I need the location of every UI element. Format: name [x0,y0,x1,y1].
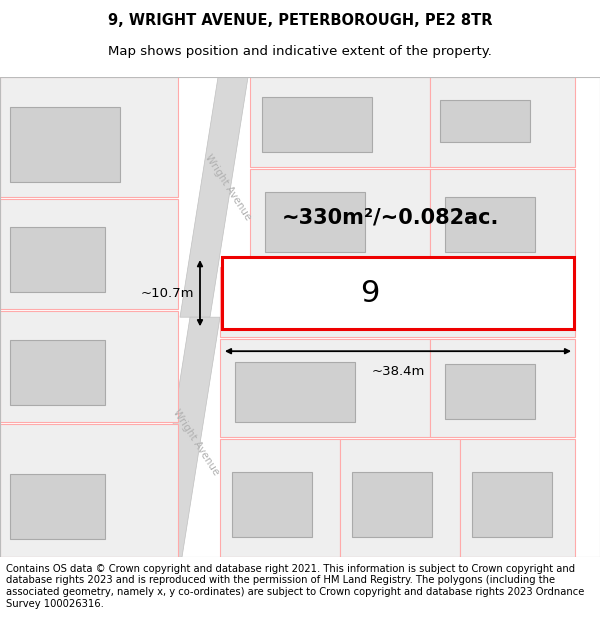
Text: Wright Avenue: Wright Avenue [203,152,253,222]
Bar [440,100,530,142]
Bar [222,258,574,329]
Polygon shape [152,317,220,558]
Polygon shape [0,424,178,558]
Bar [235,362,355,423]
Polygon shape [340,439,460,558]
Text: 9, WRIGHT AVENUE, PETERBOROUGH, PE2 8TR: 9, WRIGHT AVENUE, PETERBOROUGH, PE2 8TR [108,12,492,28]
Text: ~38.4m: ~38.4m [371,365,425,378]
Bar [472,472,552,537]
Polygon shape [0,199,178,309]
Bar [10,474,105,539]
Polygon shape [430,339,575,437]
Polygon shape [430,169,575,268]
Polygon shape [220,339,430,437]
Bar [265,192,365,252]
Text: Contains OS data © Crown copyright and database right 2021. This information is : Contains OS data © Crown copyright and d… [6,564,584,609]
Text: ~330m²/~0.082ac.: ~330m²/~0.082ac. [281,208,499,227]
Polygon shape [0,77,178,198]
Polygon shape [220,439,340,558]
Text: Map shows position and indicative extent of the property.: Map shows position and indicative extent… [108,45,492,58]
Text: ~10.7m: ~10.7m [140,287,194,299]
Bar [10,227,105,292]
Text: Wright Avenue: Wright Avenue [171,408,221,477]
Bar [445,198,535,252]
Bar [10,107,120,182]
Polygon shape [460,439,575,558]
Polygon shape [430,77,575,167]
Bar [445,364,535,419]
Polygon shape [250,169,430,268]
Polygon shape [0,311,178,422]
Polygon shape [180,77,248,317]
Text: 9: 9 [360,279,380,308]
Bar [352,472,432,537]
Bar [262,97,372,152]
Bar [232,472,312,537]
Polygon shape [220,268,575,338]
Bar [10,340,105,405]
Polygon shape [250,77,430,167]
